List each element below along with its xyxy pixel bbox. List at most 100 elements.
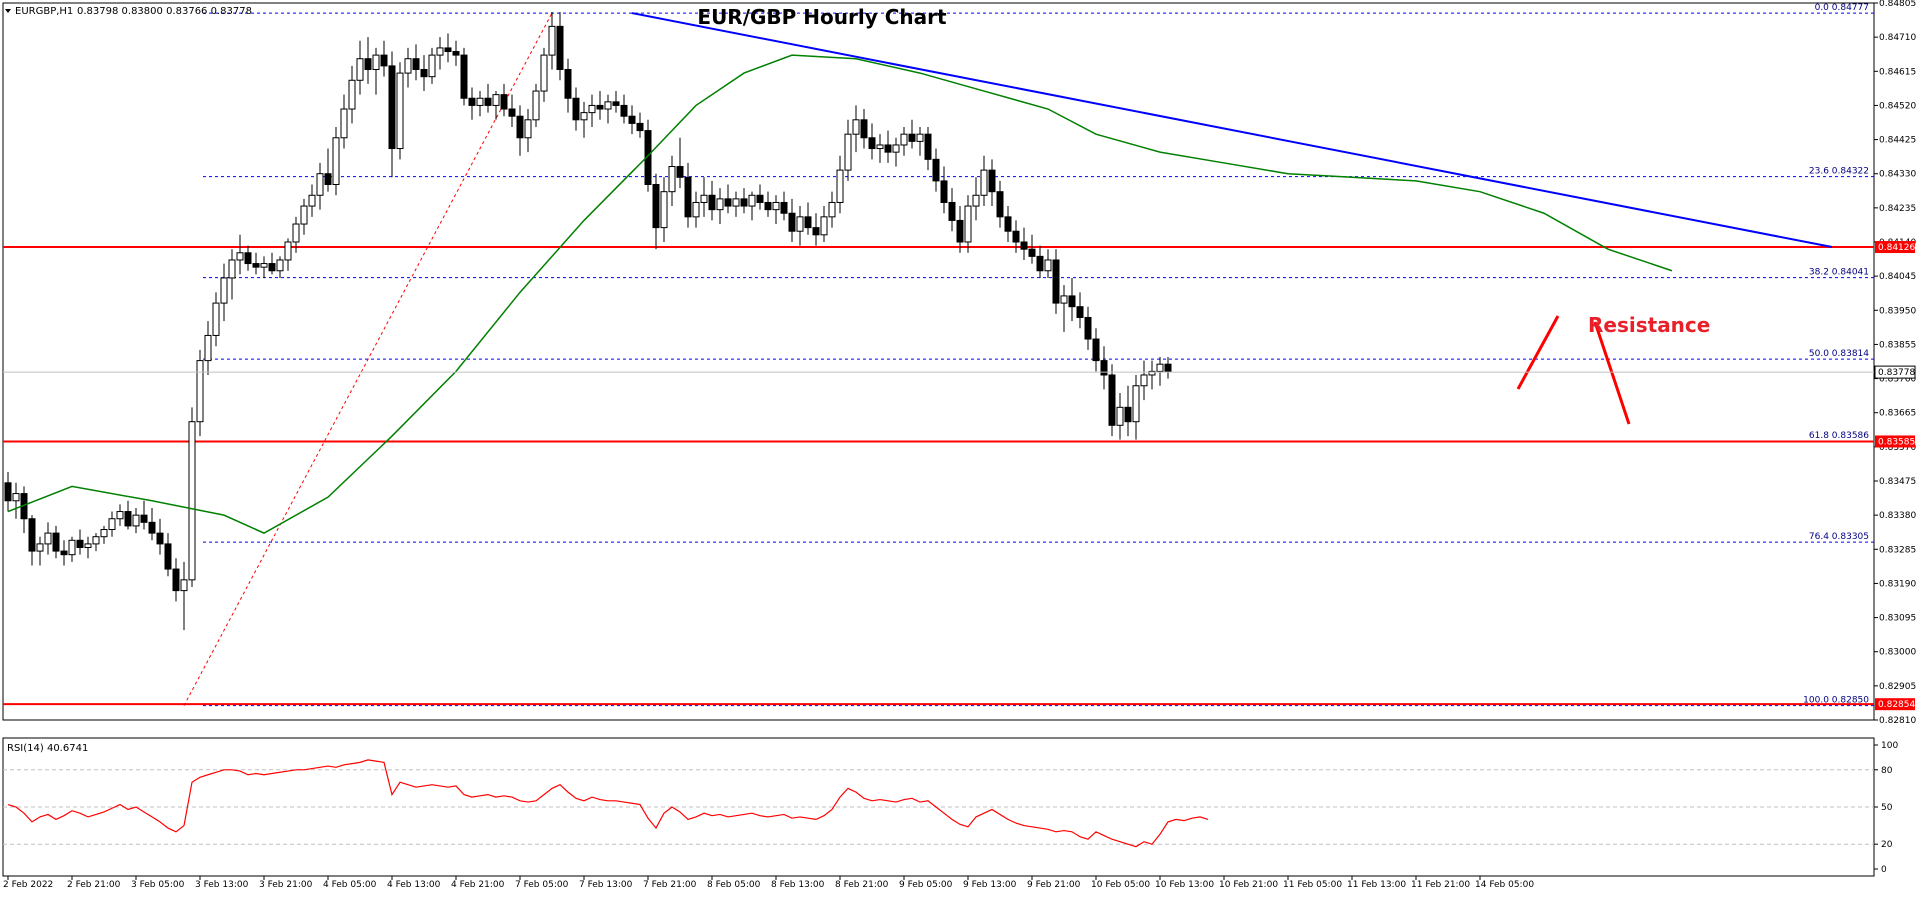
candle-body [308, 194, 316, 207]
time-tick-label: 8 Feb 21:00 [835, 880, 889, 890]
candle-body [268, 263, 276, 272]
price-tick-label: 0.83855 [1879, 340, 1916, 350]
candle-body [1028, 248, 1036, 257]
candle-body [388, 65, 396, 150]
candle-body [652, 183, 660, 229]
fib-layer: 0.0 0.84777 23.6 0.84322 38.2 0.84041 50.0 … [203, 3, 1874, 707]
candle-body [460, 54, 468, 99]
candle-body [116, 511, 124, 520]
price-tick-label: 0.83190 [1879, 579, 1916, 589]
candle-body [356, 58, 364, 81]
candle-body [60, 550, 68, 556]
candle-body [212, 302, 220, 336]
candle-body [724, 198, 732, 207]
rsi-tick-label: 80 [1881, 766, 1893, 776]
time-tick-label: 10 Feb 05:00 [1091, 880, 1150, 890]
candle-body [564, 68, 572, 99]
symbol-dropdown-icon[interactable] [5, 9, 11, 13]
candle-body [636, 122, 644, 132]
candle-layer [4, 11, 1172, 631]
candle-body [188, 421, 196, 581]
horizontal-level-layer [3, 246, 1874, 706]
fib-level-label: 61.8 0.83586 [1809, 431, 1869, 441]
candle-body [804, 216, 812, 229]
fib-level-label: 38.2 0.84041 [1809, 268, 1869, 278]
candle-body [444, 47, 452, 53]
rsi-axis: 100 80 50 20 0 [1874, 741, 1898, 875]
candle-body [876, 144, 884, 150]
price-tick-label: 0.84710 [1879, 33, 1916, 43]
candle-body [364, 58, 372, 70]
candle-body [148, 521, 156, 534]
candle-body [132, 514, 140, 527]
time-tick-label: 14 Feb 05:00 [1475, 880, 1534, 890]
candle-body [196, 360, 204, 423]
candle-body [76, 539, 84, 548]
candle-body [900, 133, 908, 146]
time-tick-label: 4 Feb 13:00 [387, 880, 441, 890]
candle-body [732, 198, 740, 207]
price-tick-label: 0.84235 [1879, 204, 1916, 214]
candle-body [92, 536, 100, 545]
price-axis: 0.84805 0.84710 0.84615 0.84520 0.84425 0.843… [1874, 0, 1916, 726]
candle-body [204, 334, 212, 362]
candle-body [1060, 295, 1068, 304]
level-price-label: 0.83585 [1878, 437, 1915, 447]
candle-body [52, 532, 60, 552]
candle-body [812, 227, 820, 236]
candle-body [548, 25, 556, 56]
candle-body [428, 54, 436, 78]
candle-body [1132, 385, 1140, 423]
candle-body [180, 579, 188, 592]
candle-body [84, 543, 92, 548]
price-tick-label: 0.83475 [1879, 477, 1916, 487]
candle-body [476, 97, 484, 106]
time-tick-label: 7 Feb 05:00 [515, 880, 569, 890]
level-price-tag [1875, 698, 1915, 711]
candle-body [1116, 406, 1124, 426]
candle-body [524, 119, 532, 139]
ohlc-label: 0.83798 0.83800 0.83766 0.83778 [77, 6, 252, 17]
candle-body [612, 101, 620, 106]
candle-body [676, 166, 684, 178]
level-price-tag [1875, 241, 1915, 254]
candle-body [252, 263, 260, 268]
candle-body [500, 94, 508, 110]
candle-body [36, 543, 44, 552]
price-tick-label: 0.83000 [1879, 648, 1916, 658]
rsi-tick-label: 100 [1881, 741, 1898, 751]
candle-body [300, 205, 308, 225]
candle-body [276, 259, 284, 272]
candle-body [140, 514, 148, 523]
candle-body [1068, 295, 1076, 308]
candle-body [452, 51, 460, 56]
candle-body [868, 137, 876, 150]
time-tick-label: 11 Feb 13:00 [1347, 880, 1406, 890]
price-tick-label: 0.84045 [1879, 272, 1916, 282]
candle-body [916, 133, 924, 142]
candle-body [988, 169, 996, 193]
candle-body [940, 180, 948, 203]
candle-body [716, 198, 724, 211]
candle-body [100, 529, 108, 538]
price-tick-label: 0.82905 [1879, 682, 1916, 692]
candle-body [700, 194, 708, 203]
candle-body [1100, 360, 1108, 376]
candle-body [996, 191, 1004, 218]
price-tick-label: 0.82810 [1879, 716, 1916, 726]
candle-body [284, 241, 292, 261]
arrow-layer [1516, 315, 1631, 425]
candle-body [556, 25, 564, 70]
candle-body [1020, 241, 1028, 250]
candle-body [1076, 306, 1084, 318]
price-tick-label: 0.84425 [1879, 136, 1916, 146]
candle-body [628, 115, 636, 124]
candle-body [420, 68, 428, 78]
candle-body [1012, 230, 1020, 243]
candle-body [748, 194, 756, 207]
candle-body [860, 119, 868, 139]
candle-body [796, 216, 804, 232]
rsi-level-layer [3, 769, 1874, 845]
